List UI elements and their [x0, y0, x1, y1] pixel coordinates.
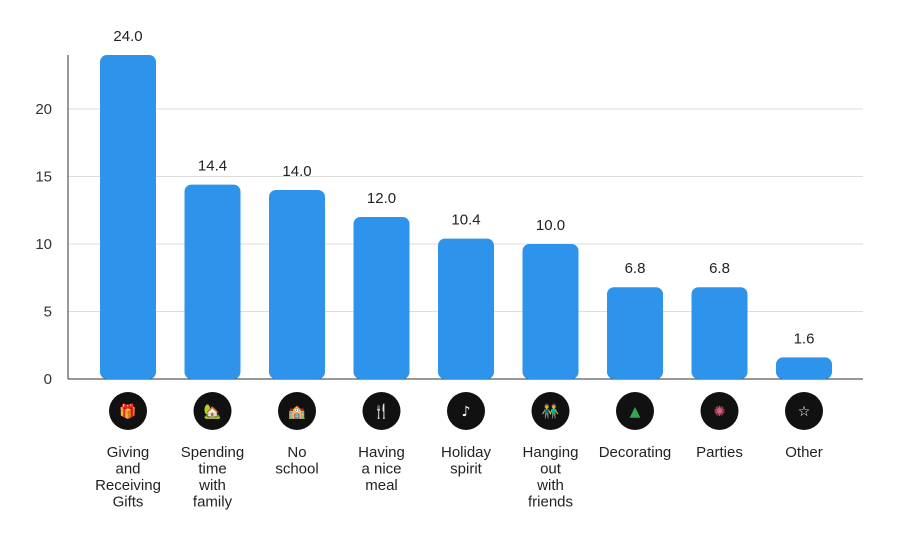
- category-label: Other: [785, 444, 823, 461]
- family-house-icon: 🏡: [193, 392, 232, 430]
- category-labels: GivingandReceivingGiftsSpendingtimewithf…: [95, 444, 823, 511]
- value-label: 10.4: [451, 212, 480, 229]
- meal-icon: 🍴: [362, 392, 401, 430]
- bar: [691, 287, 748, 379]
- category-label: Hanging: [523, 444, 579, 461]
- y-axis-tick-labels: 0 5 10 15 20: [35, 101, 52, 388]
- icon-glyph: 👬: [542, 403, 560, 420]
- category-label: friends: [528, 494, 573, 511]
- bar: [522, 244, 579, 379]
- category-label: spirit: [450, 461, 483, 478]
- y-tick-label: 20: [35, 101, 52, 118]
- icon-circle: [193, 392, 232, 430]
- bar: [100, 55, 156, 379]
- star-icon: ☆: [785, 392, 823, 430]
- value-label: 1.6: [794, 330, 815, 347]
- icon-circle: [109, 392, 147, 430]
- friends-icon: 👬: [531, 392, 570, 430]
- category-label: Gifts: [113, 494, 144, 511]
- value-label: 14.0: [282, 163, 311, 180]
- category-label: Decorating: [599, 444, 672, 461]
- school-icon: 🏫: [278, 392, 316, 430]
- category-label: family: [193, 494, 233, 511]
- dancing-icon: ♪: [447, 392, 485, 430]
- category-label: a nice: [361, 461, 401, 478]
- y-tick-label: 15: [35, 169, 52, 186]
- category-label: and: [115, 461, 140, 478]
- icon-glyph: ♪: [462, 404, 471, 420]
- value-label: 10.0: [536, 217, 565, 234]
- bar: [776, 357, 832, 379]
- icon-glyph: 🍴: [373, 403, 390, 420]
- icon-circle: [785, 392, 823, 430]
- value-label: 12.0: [367, 190, 396, 207]
- category-label: Spending: [181, 444, 244, 461]
- category-label: meal: [365, 477, 398, 494]
- y-tick-label: 10: [35, 236, 52, 253]
- category-icons: 🎁 🏡 🏫 🍴 ♪ 👬 ▲ ✺ ☆: [109, 392, 823, 430]
- bar: [269, 190, 325, 379]
- bar: [353, 217, 410, 379]
- value-label: 14.4: [198, 158, 227, 175]
- icon-circle: [616, 392, 654, 430]
- icon-glyph: 🎁: [119, 403, 136, 420]
- icon-circle: [531, 392, 570, 430]
- category-label: with: [536, 477, 564, 494]
- y-tick-label: 0: [44, 371, 52, 388]
- icon-glyph: 🏡: [204, 404, 221, 420]
- category-label: Giving: [107, 444, 150, 461]
- category-label: Parties: [696, 444, 743, 461]
- bars: [100, 55, 832, 379]
- icon-glyph: 🏫: [288, 404, 306, 420]
- party-icon: ✺: [700, 392, 739, 430]
- bar: [184, 184, 241, 379]
- category-label: with: [198, 477, 226, 494]
- category-label: out: [540, 461, 562, 478]
- value-label: 6.8: [625, 260, 646, 277]
- icon-circle: [700, 392, 739, 430]
- icon-glyph: ✺: [714, 404, 726, 420]
- category-label: No: [287, 444, 306, 461]
- bar: [607, 287, 663, 379]
- category-label: time: [198, 461, 226, 478]
- icon-glyph: ☆: [798, 404, 811, 420]
- gift-icon: 🎁: [109, 392, 147, 430]
- icon-glyph: ▲: [630, 404, 641, 420]
- christmas-tree-icon: ▲: [616, 392, 654, 430]
- icon-circle: [278, 392, 316, 430]
- icon-circle: [447, 392, 485, 430]
- value-labels: 24.0 14.4 14.0 12.0 10.4 10.0 6.8 6.8 1.6: [113, 28, 814, 347]
- value-label: 24.0: [113, 28, 142, 45]
- category-label: Having: [358, 444, 405, 461]
- value-label: 6.8: [709, 260, 730, 277]
- category-label: school: [275, 461, 318, 478]
- category-label: Holiday: [441, 444, 492, 461]
- y-tick-label: 5: [44, 304, 52, 321]
- icon-circle: [362, 392, 401, 430]
- category-label: Receiving: [95, 477, 161, 494]
- bar: [438, 238, 494, 379]
